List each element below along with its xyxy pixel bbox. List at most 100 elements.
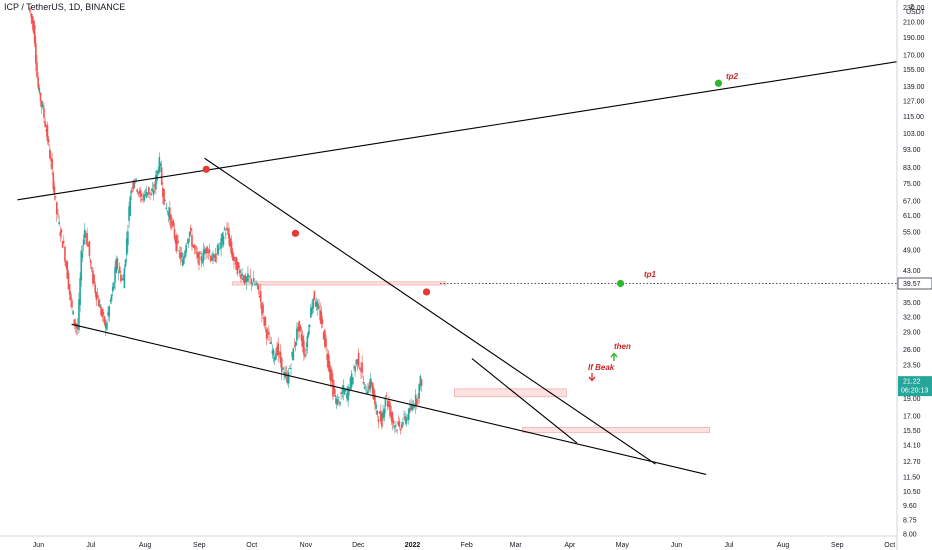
candle-body bbox=[221, 233, 224, 242]
candle-body bbox=[368, 385, 370, 390]
candle-body bbox=[179, 252, 182, 260]
candle-body bbox=[158, 157, 161, 172]
time-tick-label: Mar bbox=[510, 542, 523, 549]
candle-body bbox=[217, 248, 220, 250]
candle-body bbox=[231, 251, 234, 260]
candle-body bbox=[298, 320, 300, 331]
candle-body bbox=[420, 379, 423, 387]
pivot-point bbox=[291, 229, 300, 237]
chart-title: ICP / TetherUS, 1D, BINANCE bbox=[4, 2, 126, 12]
candle-body bbox=[43, 108, 45, 118]
candle-body bbox=[327, 353, 330, 369]
candle-body bbox=[114, 266, 116, 283]
candle-body bbox=[404, 416, 407, 422]
candle-body bbox=[76, 324, 79, 330]
candle-body bbox=[157, 170, 159, 174]
candle-body bbox=[307, 331, 310, 337]
price-tick-label: 17.00 bbox=[903, 413, 921, 420]
candle-body bbox=[122, 278, 125, 280]
candle-body bbox=[398, 421, 401, 427]
target-point-tp2 bbox=[714, 79, 723, 87]
level-price-label: 39.57 bbox=[903, 281, 921, 288]
price-tick-label: 43.00 bbox=[903, 268, 921, 275]
candle-body bbox=[146, 192, 149, 194]
candle-body bbox=[197, 253, 199, 258]
candle-body bbox=[183, 256, 185, 264]
candle-body bbox=[132, 180, 135, 190]
candle-body bbox=[270, 342, 273, 344]
candle-body bbox=[111, 286, 114, 292]
candle-body bbox=[87, 244, 90, 247]
candle-body bbox=[358, 367, 361, 370]
candle-body bbox=[184, 251, 186, 258]
candle-body bbox=[78, 299, 80, 331]
price-tick-label: 93.00 bbox=[903, 147, 921, 154]
candle-body bbox=[167, 212, 170, 217]
candle-body bbox=[120, 274, 122, 282]
price-tick-label: 14.10 bbox=[903, 443, 921, 450]
candle-body bbox=[109, 300, 112, 302]
candle-body bbox=[138, 191, 141, 194]
pivot-point bbox=[202, 165, 210, 173]
candle-body bbox=[353, 367, 355, 369]
candle-body bbox=[382, 411, 384, 419]
candle-body bbox=[300, 333, 303, 341]
candle-body bbox=[151, 188, 154, 191]
candle-body bbox=[208, 249, 211, 254]
candle-body bbox=[185, 244, 187, 253]
candle-body bbox=[150, 193, 152, 196]
candle-body bbox=[162, 187, 164, 198]
candle-body bbox=[215, 257, 218, 259]
candle-body bbox=[256, 283, 259, 284]
candle-body bbox=[392, 420, 395, 424]
time-tick-label: Sep bbox=[193, 542, 206, 549]
candle-body bbox=[339, 401, 341, 405]
candle-body bbox=[129, 196, 132, 216]
candle-body bbox=[118, 266, 121, 273]
price-tick-label: 19.00 bbox=[903, 396, 921, 403]
candle-body bbox=[367, 390, 369, 394]
candle-body bbox=[210, 257, 213, 261]
candle-body bbox=[134, 182, 136, 184]
candle-body bbox=[206, 246, 208, 254]
candle-body bbox=[399, 429, 402, 431]
candle-body bbox=[52, 173, 55, 190]
candle-body bbox=[263, 317, 266, 326]
price-axis[interactable] bbox=[897, 0, 932, 550]
candle-body bbox=[228, 233, 231, 245]
candle-body bbox=[409, 407, 411, 412]
trend-line bbox=[71, 323, 707, 475]
trend-line bbox=[17, 55, 932, 201]
price-tick-label: 127.00 bbox=[903, 98, 925, 105]
price-tick-label: 9.60 bbox=[903, 503, 917, 510]
candle-body bbox=[207, 251, 210, 253]
candle-body bbox=[65, 261, 67, 267]
candle-body bbox=[291, 351, 293, 357]
candle-body bbox=[67, 272, 70, 289]
candle-body bbox=[145, 191, 148, 198]
candle-body bbox=[163, 188, 165, 205]
candle-body bbox=[258, 295, 261, 298]
price-tick-label: 55.00 bbox=[903, 229, 921, 236]
candle-body bbox=[282, 367, 284, 370]
candle-body bbox=[37, 77, 39, 88]
candle-body bbox=[181, 259, 184, 266]
candle-body bbox=[164, 199, 166, 201]
last-price-label: 21.22 bbox=[903, 379, 921, 386]
candle-body bbox=[57, 213, 59, 215]
candle-body bbox=[56, 202, 58, 214]
candle-body bbox=[365, 392, 368, 394]
candle-body bbox=[213, 255, 215, 257]
time-tick-label: Nov bbox=[300, 542, 313, 549]
candle-body bbox=[139, 190, 142, 197]
time-tick-label: Oct bbox=[884, 542, 895, 549]
price-tick-label: 61.00 bbox=[903, 213, 921, 220]
candle-body bbox=[85, 234, 87, 237]
candle-body bbox=[227, 228, 229, 235]
candle-body bbox=[72, 310, 74, 315]
candle-body bbox=[86, 233, 88, 246]
candle-body bbox=[354, 366, 356, 372]
candle-body bbox=[391, 412, 394, 423]
candle-body bbox=[177, 240, 179, 244]
